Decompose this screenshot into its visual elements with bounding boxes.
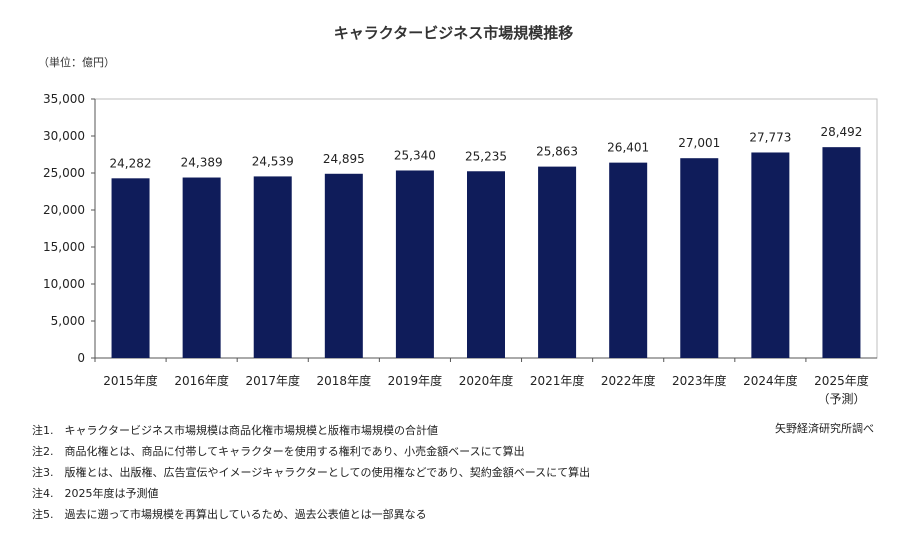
note-1: 注1. キャラクタービジネス市場規模は商品化権市場規模と版権市場規模の合計値 [32,424,439,437]
chart-title: キャラクタービジネス市場規模推移 [333,24,574,42]
y-tick-label: 5,000 [51,314,85,328]
bar [467,171,505,358]
data-label: 25,340 [394,148,436,162]
y-tick-label: 15,000 [43,240,85,254]
data-label: 24,282 [110,156,152,170]
bar [324,173,363,358]
x-category-label: 2015年度 [103,373,158,388]
bar [822,147,861,358]
y-tick-label: 30,000 [43,129,85,143]
data-label: 25,863 [536,145,578,159]
y-tick-label: 20,000 [43,203,85,217]
data-label: 26,401 [607,141,649,155]
unit-label: （単位：億円） [38,56,115,69]
x-category-label: 2021年度 [530,373,585,388]
x-category-label: 2022年度 [601,373,656,388]
note-5: 注5. 過去に遡って市場規模を再算出しているため、過去公表値とは一部異なる [32,508,427,521]
x-category-label: 2023年度 [672,373,727,388]
y-tick-label: 10,000 [43,277,85,291]
x-category-label: 2018年度 [317,373,372,388]
source-credit: 矢野経済研究所調べ [775,422,874,435]
data-label: 27,773 [749,130,791,144]
bar [538,166,577,358]
data-label: 27,001 [678,136,720,150]
bar [680,158,719,358]
y-tick-label: 25,000 [43,166,85,180]
x-category-label: 2016年度 [174,373,229,388]
data-label: 25,235 [465,149,507,163]
data-label: 24,539 [252,154,294,168]
note-4: 注4. 2025年度は予測値 [32,487,159,500]
x-category-label: 2019年度 [388,373,443,388]
note-2: 注2. 商品化権とは、商品に付帯してキャラクターを使用する権利であり、小売金額ベ… [32,445,525,458]
note-3: 注3. 版権とは、出版権、広告宣伝やイメージキャラクターとしての使用権などであり… [32,466,591,479]
bar [395,170,434,358]
y-tick-label: 0 [77,351,85,365]
bar [182,177,221,358]
x-category-label: 2020年度 [459,373,514,388]
x-category-sublabel: （予測） [817,392,865,406]
x-category-label: 2025年度 [814,373,869,388]
bar [609,162,648,358]
x-category-label: 2017年度 [245,373,300,388]
notes: 注1. キャラクタービジネス市場規模は商品化権市場規模と版権市場規模の合計値 注… [32,420,590,525]
bar [751,152,790,358]
y-tick-label: 35,000 [43,92,85,106]
data-label: 24,895 [323,152,365,166]
x-category-label: 2024年度 [743,373,798,388]
bar [253,176,292,358]
bar [111,178,150,358]
bar-chart: 0 5,000 10,000 15,000 20,000 25,000 30,000 35,0… [43,92,878,406]
data-label: 24,389 [181,156,223,170]
data-label: 28,492 [820,125,862,139]
